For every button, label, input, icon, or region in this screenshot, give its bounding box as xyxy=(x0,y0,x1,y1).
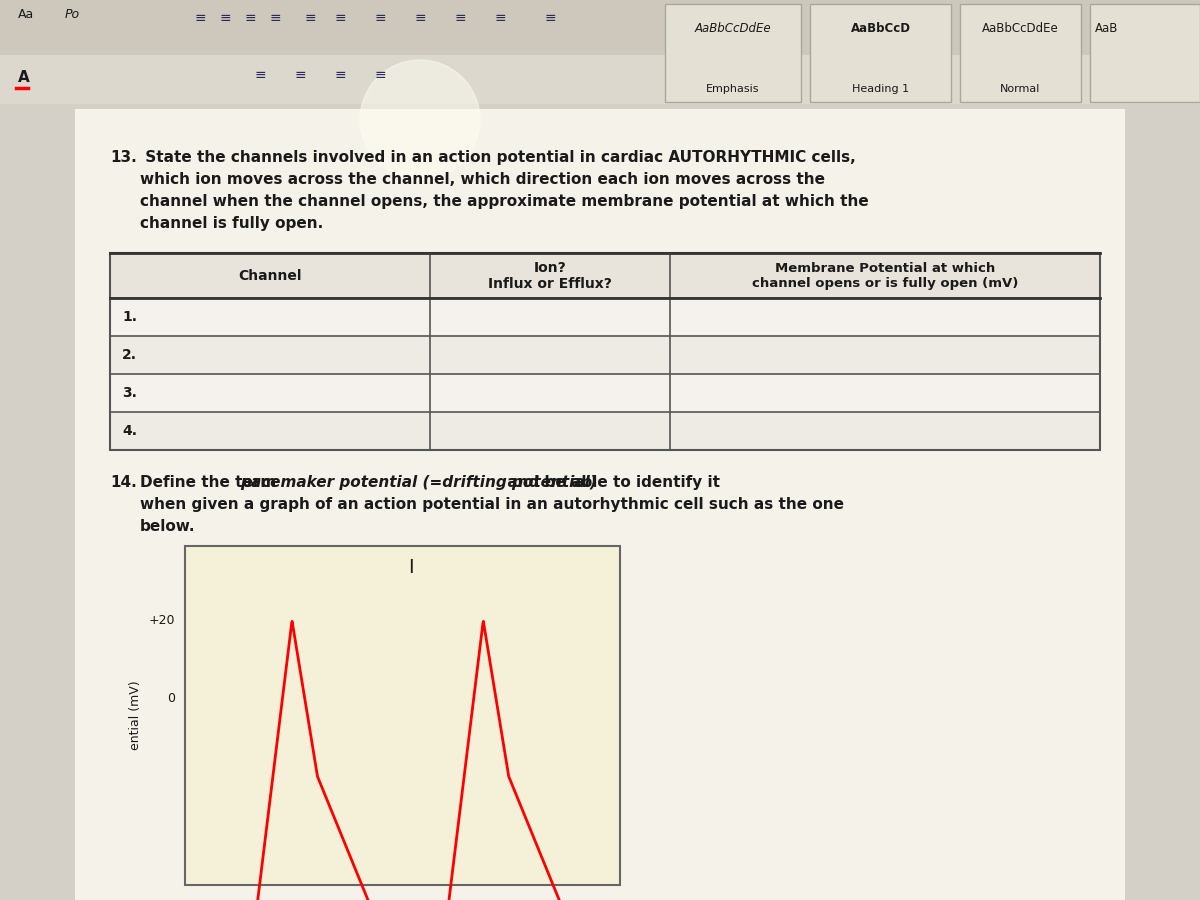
Text: below.: below. xyxy=(140,519,196,534)
Text: 0: 0 xyxy=(167,692,175,705)
Text: AaBbCcD: AaBbCcD xyxy=(851,22,911,34)
Text: Influx or Efflux?: Influx or Efflux? xyxy=(488,276,612,291)
Text: ≡: ≡ xyxy=(334,11,346,25)
FancyBboxPatch shape xyxy=(0,55,1200,104)
Text: Aa: Aa xyxy=(18,8,35,22)
Text: when given a graph of an action potential in an autorhythmic cell such as the on: when given a graph of an action potentia… xyxy=(140,497,844,512)
Text: 14.: 14. xyxy=(110,475,137,490)
Text: 1.: 1. xyxy=(122,310,137,324)
Text: I: I xyxy=(408,558,414,577)
FancyBboxPatch shape xyxy=(665,4,802,102)
Text: Define the term: Define the term xyxy=(140,475,282,490)
Text: pacemaker potential (=drifting potential): pacemaker potential (=drifting potential… xyxy=(240,475,596,490)
Text: Ion?: Ion? xyxy=(534,262,566,275)
Circle shape xyxy=(360,60,480,180)
Text: ≡: ≡ xyxy=(194,11,206,25)
Bar xyxy=(110,253,1100,450)
FancyBboxPatch shape xyxy=(185,546,620,885)
Text: which ion moves across the channel, which direction each ion moves across the: which ion moves across the channel, whic… xyxy=(140,172,826,187)
FancyBboxPatch shape xyxy=(110,253,1100,298)
Text: ≡: ≡ xyxy=(374,68,386,82)
Text: Membrane Potential at which: Membrane Potential at which xyxy=(775,262,995,275)
FancyBboxPatch shape xyxy=(74,109,1126,900)
Text: ≡: ≡ xyxy=(414,11,426,25)
Text: ≡: ≡ xyxy=(454,11,466,25)
Text: ≡: ≡ xyxy=(294,68,306,82)
FancyBboxPatch shape xyxy=(110,298,1100,336)
Text: Heading 1: Heading 1 xyxy=(852,85,910,94)
FancyBboxPatch shape xyxy=(810,4,952,102)
Text: +20: +20 xyxy=(149,614,175,627)
FancyBboxPatch shape xyxy=(0,0,1200,55)
Text: ≡: ≡ xyxy=(544,11,556,25)
FancyBboxPatch shape xyxy=(110,412,1100,450)
Text: ential (mV): ential (mV) xyxy=(128,680,142,751)
Text: Normal: Normal xyxy=(1001,85,1040,94)
Text: ≡: ≡ xyxy=(244,11,256,25)
Text: and be able to identify it: and be able to identify it xyxy=(502,475,720,490)
Text: 2.: 2. xyxy=(122,348,137,362)
FancyBboxPatch shape xyxy=(110,374,1100,412)
Text: State the channels involved in an action potential in cardiac AUTORHYTHMIC cells: State the channels involved in an action… xyxy=(140,150,856,165)
Text: ≡: ≡ xyxy=(334,68,346,82)
Text: ≡: ≡ xyxy=(494,11,506,25)
Text: Po: Po xyxy=(65,8,80,22)
Text: ≡: ≡ xyxy=(304,11,316,25)
Text: channel opens or is fully open (mV): channel opens or is fully open (mV) xyxy=(752,277,1018,290)
Text: A: A xyxy=(18,70,30,86)
FancyBboxPatch shape xyxy=(110,336,1100,374)
Text: Emphasis: Emphasis xyxy=(707,85,760,94)
Text: ≡: ≡ xyxy=(269,11,281,25)
Text: channel when the channel opens, the approximate membrane potential at which the: channel when the channel opens, the appr… xyxy=(140,194,869,209)
Text: AaBbCcDdEe: AaBbCcDdEe xyxy=(982,22,1058,34)
Text: 3.: 3. xyxy=(122,386,137,400)
Text: channel is fully open.: channel is fully open. xyxy=(140,216,323,231)
Text: ≡: ≡ xyxy=(374,11,386,25)
Text: Channel: Channel xyxy=(239,268,301,283)
Text: AaB: AaB xyxy=(1096,22,1118,34)
Text: ≡: ≡ xyxy=(220,11,230,25)
FancyBboxPatch shape xyxy=(960,4,1081,102)
Text: 4.: 4. xyxy=(122,424,137,438)
FancyBboxPatch shape xyxy=(1090,4,1200,102)
Text: ≡: ≡ xyxy=(254,68,266,82)
Text: 13.: 13. xyxy=(110,150,137,165)
Text: AaBbCcDdEe: AaBbCcDdEe xyxy=(695,22,772,34)
